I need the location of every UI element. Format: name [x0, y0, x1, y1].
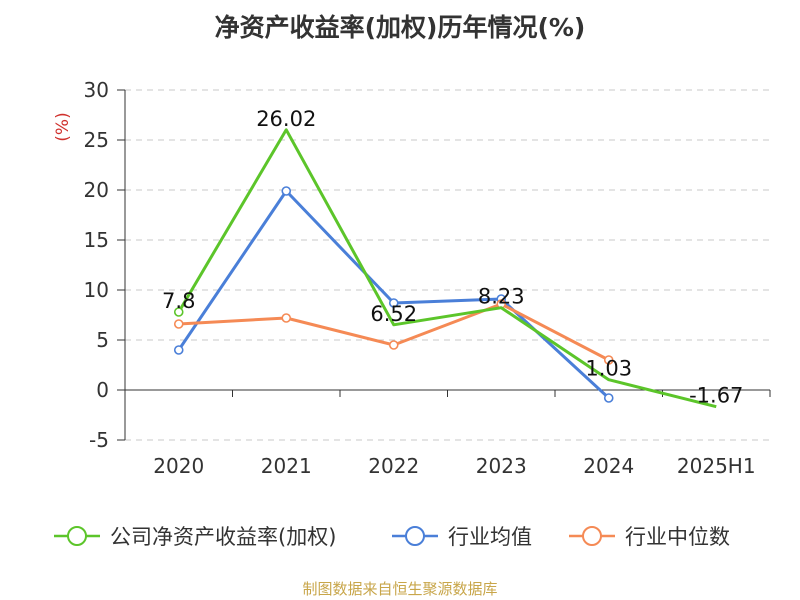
data-label: 26.02 — [256, 107, 316, 131]
chart-title: 净资产收益率(加权)历年情况(%) — [214, 13, 586, 42]
x-tick-label: 2025H1 — [677, 454, 756, 478]
legend-label: 行业均值 — [448, 525, 532, 549]
y-axis-unit-label: (%) — [53, 112, 73, 141]
data-point — [388, 298, 399, 308]
y-tick-label: -5 — [89, 428, 109, 452]
legend-label: 公司净资产收益率(加权) — [110, 525, 336, 549]
y-tick-labels: -5 0 5 10 15 20 25 30 — [84, 78, 109, 452]
x-tick-label: 2022 — [368, 454, 419, 478]
data-point — [388, 340, 399, 350]
y-tick-label: 20 — [84, 178, 109, 202]
y-tick-label: 5 — [96, 328, 109, 352]
source-note: 制图数据来自恒生聚源数据库 — [302, 580, 498, 598]
data-point — [281, 313, 292, 323]
series-line — [177, 189, 610, 400]
data-label: 1.03 — [585, 357, 632, 381]
data-label: 6.52 — [370, 302, 417, 326]
legend-item: 公司净资产收益率(加权) — [54, 525, 336, 549]
grid-lines — [117, 89, 770, 441]
legend-marker-icon — [67, 526, 87, 546]
data-point — [173, 345, 184, 355]
data-label: -1.67 — [689, 384, 743, 408]
series-line — [177, 128, 717, 409]
legend-label: 行业中位数 — [625, 525, 730, 549]
data-point — [281, 186, 292, 196]
legend-marker-icon — [405, 526, 425, 546]
y-tick-label: 30 — [84, 78, 109, 102]
data-label: 7.8 — [162, 289, 195, 313]
x-tick-label: 2020 — [153, 454, 204, 478]
data-label: 8.23 — [478, 285, 525, 309]
x-tick-label: 2021 — [261, 454, 312, 478]
y-tick-label: 15 — [84, 228, 109, 252]
legend: 公司净资产收益率(加权) 行业均值 行业中位数 — [54, 525, 730, 549]
x-tick-label: 2023 — [476, 454, 527, 478]
x-tick-labels: 2020 2021 2022 2023 2024 2025H1 — [153, 454, 755, 478]
legend-item: 行业均值 — [392, 525, 532, 549]
data-point — [603, 355, 614, 365]
legend-item: 行业中位数 — [569, 525, 730, 549]
series-lines — [173, 128, 717, 409]
y-tick-label: 10 — [84, 278, 109, 302]
legend-marker-icon — [582, 526, 602, 546]
y-tick-label: 0 — [96, 378, 109, 402]
axes — [124, 90, 771, 440]
x-tick-label: 2024 — [583, 454, 634, 478]
y-tick-label: 25 — [84, 128, 109, 152]
data-point — [603, 393, 614, 403]
data-point — [173, 319, 184, 329]
data-point — [173, 307, 184, 317]
data-labels: 7.8 26.02 6.52 8.23 1.03 -1.67 — [162, 107, 743, 408]
